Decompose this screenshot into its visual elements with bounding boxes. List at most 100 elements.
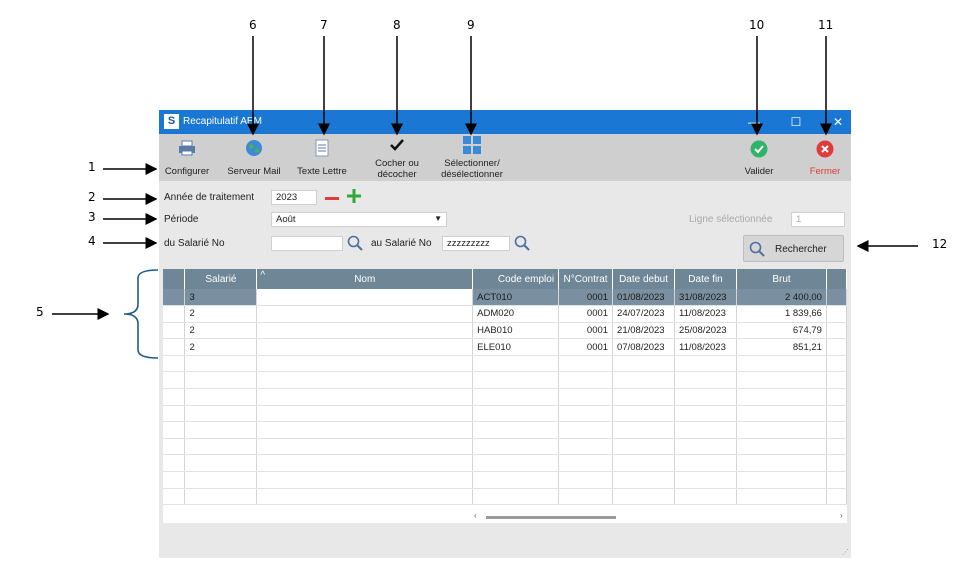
texte-lettre-button[interactable]: Texte Lettre [291,134,353,181]
checkmark-icon [390,139,404,151]
table-row-empty[interactable] [163,438,848,456]
results-grid[interactable]: Salarié ^ Nom Code emploi N°Contrat Date… [163,269,848,521]
configurer-button[interactable]: Configurer [159,134,215,181]
horizontal-scrollbar[interactable]: ‹ › [163,511,847,523]
callout-3: 3 [88,210,96,224]
cell-blank [472,438,560,456]
table-row-empty[interactable] [163,421,848,439]
table-row[interactable]: 2 ADM020 0001 24/07/2023 11/08/2023 1 839,66 [163,305,848,323]
cell-blank [163,338,186,356]
table-row-empty[interactable] [163,454,848,473]
cell-blank [184,471,258,489]
valider-button[interactable]: Valider [737,134,781,181]
cell-blank [674,471,738,489]
cell-blank [163,388,186,406]
cell-blank [184,454,258,473]
cell-blank [674,371,738,390]
serveur-mail-button[interactable]: Serveur Mail [221,134,287,181]
cell-nom [256,305,474,323]
cell-blank [826,438,848,456]
rechercher-label: Rechercher [775,244,827,255]
cell-brut: 2 400,00 [736,289,827,307]
cell-blank [612,405,676,423]
table-row[interactable]: 3 ACT010 0001 01/08/2023 31/08/2023 2 400,00 [163,289,848,307]
cell-blank [558,438,614,456]
cocher-decocher-button[interactable]: Cocher ou décocher [369,134,425,181]
cell-blank [256,488,474,506]
column-header-brut[interactable]: Brut [736,269,827,289]
cell-blank [163,454,186,473]
app-logo-icon: S [164,114,179,129]
resize-grip-icon[interactable]: ⋰ [842,549,849,556]
table-row[interactable]: 2 ELE010 0001 07/08/2023 11/08/2023 851,21 [163,338,848,356]
cell-blank [612,371,676,390]
annee-input[interactable]: 2023 [271,190,317,205]
column-header-nom[interactable]: ^ Nom [256,269,474,289]
table-row-empty[interactable] [163,471,848,489]
minimize-button[interactable]: — [748,115,760,129]
cell-blank [184,355,258,373]
table-row-empty[interactable] [163,355,848,373]
cell-contrat: 0001 [558,322,614,340]
cell-blank [472,488,560,506]
callout-6: 6 [249,18,257,32]
scroll-thumb[interactable] [486,516,616,519]
periode-select[interactable]: Août ▼ [271,212,447,227]
column-header-contrat[interactable]: N°Contrat [558,269,614,289]
rechercher-button[interactable]: Rechercher [743,235,844,262]
window-close-button[interactable]: ✕ [832,115,844,129]
table-row-empty[interactable] [163,488,848,506]
document-icon [315,139,329,157]
close-circle-icon [816,140,834,158]
plus-icon[interactable] [347,189,361,203]
minus-icon[interactable] [325,192,339,204]
cell-blank [558,355,614,373]
callout-9: 9 [467,18,475,32]
table-row-empty[interactable] [163,371,848,390]
salarie-from-input[interactable] [271,236,343,251]
cocher-label-1: Cocher ou [375,158,419,169]
cell-blank [163,371,186,390]
callout-2: 2 [88,190,96,204]
column-header-extra [826,269,848,289]
cell-blank [184,388,258,406]
column-header-date-debut[interactable]: Date debut [612,269,676,289]
scroll-right-icon[interactable]: › [840,511,843,520]
selectionner-label-2: désélectionner [441,169,503,180]
cell-blank [826,388,848,406]
maximize-button[interactable]: ☐ [790,115,802,129]
column-header-date-fin[interactable]: Date fin [674,269,738,289]
callout-5: 5 [36,305,44,319]
cell-blank [736,471,827,489]
callout-7: 7 [320,18,328,32]
cell-blank [736,454,827,473]
callout-12: 12 [932,237,948,251]
scroll-left-icon[interactable]: ‹ [474,511,477,520]
cell-blank [472,421,560,439]
cell-blank [826,471,848,489]
table-row-empty[interactable] [163,405,848,423]
search-icon[interactable] [514,235,530,251]
annee-label: Année de traitement [164,192,255,203]
cell-blank [612,355,676,373]
cell-blank [256,471,474,489]
cell-contrat: 0001 [558,289,614,307]
column-header-code-emploi[interactable]: Code emploi [472,269,560,289]
cell-brut: 1 839,66 [736,305,827,323]
search-icon[interactable] [347,235,363,251]
cell-debut: 21/08/2023 [612,322,676,340]
fermer-button[interactable]: Fermer [803,134,847,181]
column-header-salarie[interactable]: Salarié [184,269,258,289]
valider-label: Valider [744,166,774,177]
table-row-empty[interactable] [163,388,848,406]
cell-blank [736,488,827,506]
table-row[interactable]: 2 HAB010 0001 21/08/2023 25/08/2023 674,79 [163,322,848,340]
cell-blank [674,488,738,506]
serveur-mail-label: Serveur Mail [227,166,281,177]
cell-blank [184,488,258,506]
cell-blank [184,405,258,423]
salarie-to-input[interactable]: zzzzzzzzz [442,236,510,251]
cell-salarie: 2 [184,338,258,356]
selectionner-button[interactable]: Sélectionner/ désélectionner [433,134,511,181]
cell-fin: 25/08/2023 [674,322,738,340]
